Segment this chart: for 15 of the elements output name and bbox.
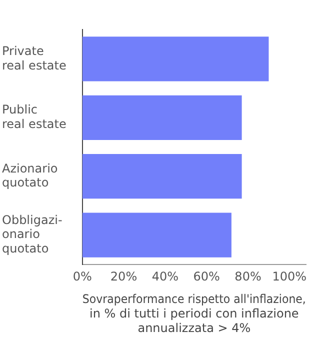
x-tick-label: 0% <box>72 270 92 284</box>
x-tick-label: 80% <box>234 270 262 284</box>
bar <box>82 95 242 140</box>
bar <box>82 36 269 82</box>
y-tick-label: Private real estate <box>2 44 66 72</box>
x-tick-label: 100% <box>272 270 307 284</box>
bar <box>82 154 242 199</box>
x-axis-title: Sovraperformance rispetto all'inflazione, in % di tutti i periodi con inflazione annualizzata > 4% <box>82 292 306 335</box>
bar <box>82 212 232 258</box>
x-tick-label: 20% <box>110 270 138 284</box>
y-tick-label: Azionario quotato <box>2 161 58 190</box>
x-tick-label: 40% <box>152 270 179 284</box>
x-tick-label: 60% <box>193 270 220 284</box>
y-tick-label: Obbligazi- onario quotato <box>2 212 62 256</box>
y-tick-label: Public real estate <box>2 102 66 131</box>
